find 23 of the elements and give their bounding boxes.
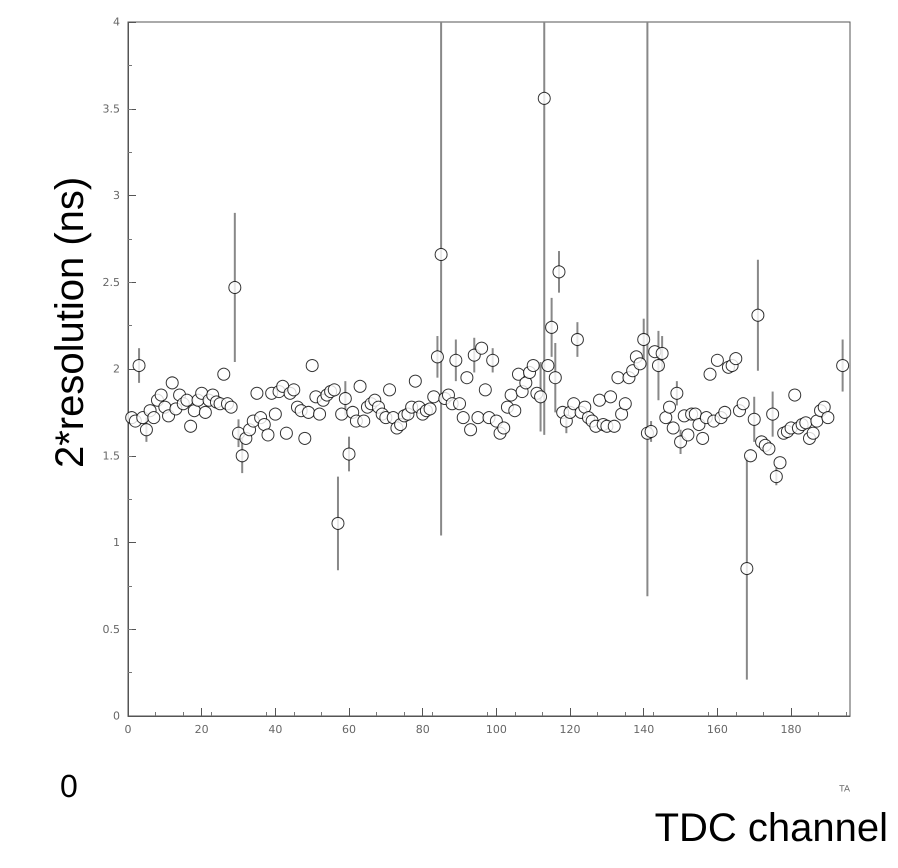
y-tick-label: 2.5 [102, 276, 120, 289]
x-axis-title: TDC channel [654, 806, 888, 850]
y-tick-label: 0.5 [102, 622, 120, 636]
y-tick-label: 3.5 [102, 102, 120, 116]
x-tick-label: 60 [342, 723, 356, 736]
x-tick-label: 160 [706, 723, 728, 736]
x-tick-label: 100 [486, 723, 507, 736]
x-tick-label: 40 [268, 723, 282, 736]
x-tick-label: 80 [416, 723, 430, 736]
text: 0 [60, 768, 78, 804]
y-tick-label: 1.5 [102, 449, 120, 462]
x-tick-label: 0 [124, 723, 132, 736]
x-tick-label: 180 [780, 723, 802, 736]
x-tick-label: 20 [194, 723, 209, 736]
text: TA [839, 784, 850, 794]
y-tick-label: 2 [113, 362, 120, 376]
x-tick-label: 120 [560, 723, 581, 736]
y-axis-title: 2*resolution (ns) [48, 176, 92, 468]
x-tick-label: 140 [633, 723, 654, 736]
y-tick-label: 1 [113, 536, 120, 549]
y-tick-label: 0 [113, 710, 120, 722]
y-tick-label: 4 [113, 16, 120, 28]
y-tick-label: 3 [113, 189, 120, 202]
